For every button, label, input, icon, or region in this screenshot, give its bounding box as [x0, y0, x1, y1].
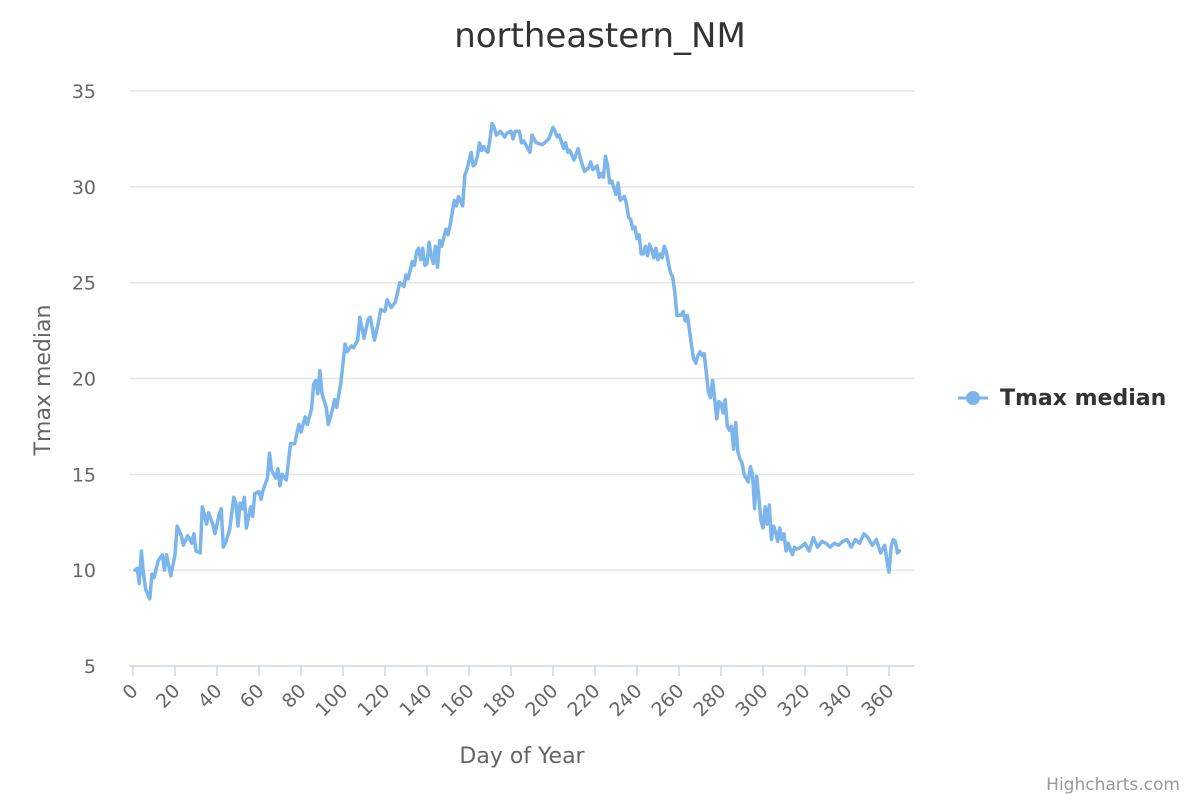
y-axis-title: Tmax median [31, 305, 56, 457]
x-axis-title: Day of Year [459, 744, 585, 769]
series-line-tmax-median[interactable] [133, 121, 902, 601]
legend-symbol-marker [966, 391, 980, 405]
y-axis-ticks: 5 10 15 20 25 30 35 [72, 81, 96, 678]
legend-label: Tmax median [1000, 386, 1166, 411]
y-tick-label: 30 [72, 177, 96, 199]
y-tick-label: 15 [72, 464, 96, 486]
y-tick-label: 10 [72, 560, 96, 582]
y-tick-label: 25 [72, 273, 96, 295]
series-area [133, 121, 902, 601]
y-tick-label: 5 [84, 656, 96, 678]
credits-link[interactable]: Highcharts.com [1046, 775, 1180, 795]
legend-item-tmax-median[interactable]: Tmax median [958, 386, 1166, 411]
chart-title: northeastern_NM [454, 16, 746, 56]
y-tick-label: 20 [72, 369, 96, 391]
y-tick-label: 35 [72, 81, 96, 103]
grid-lines [129, 90, 915, 571]
